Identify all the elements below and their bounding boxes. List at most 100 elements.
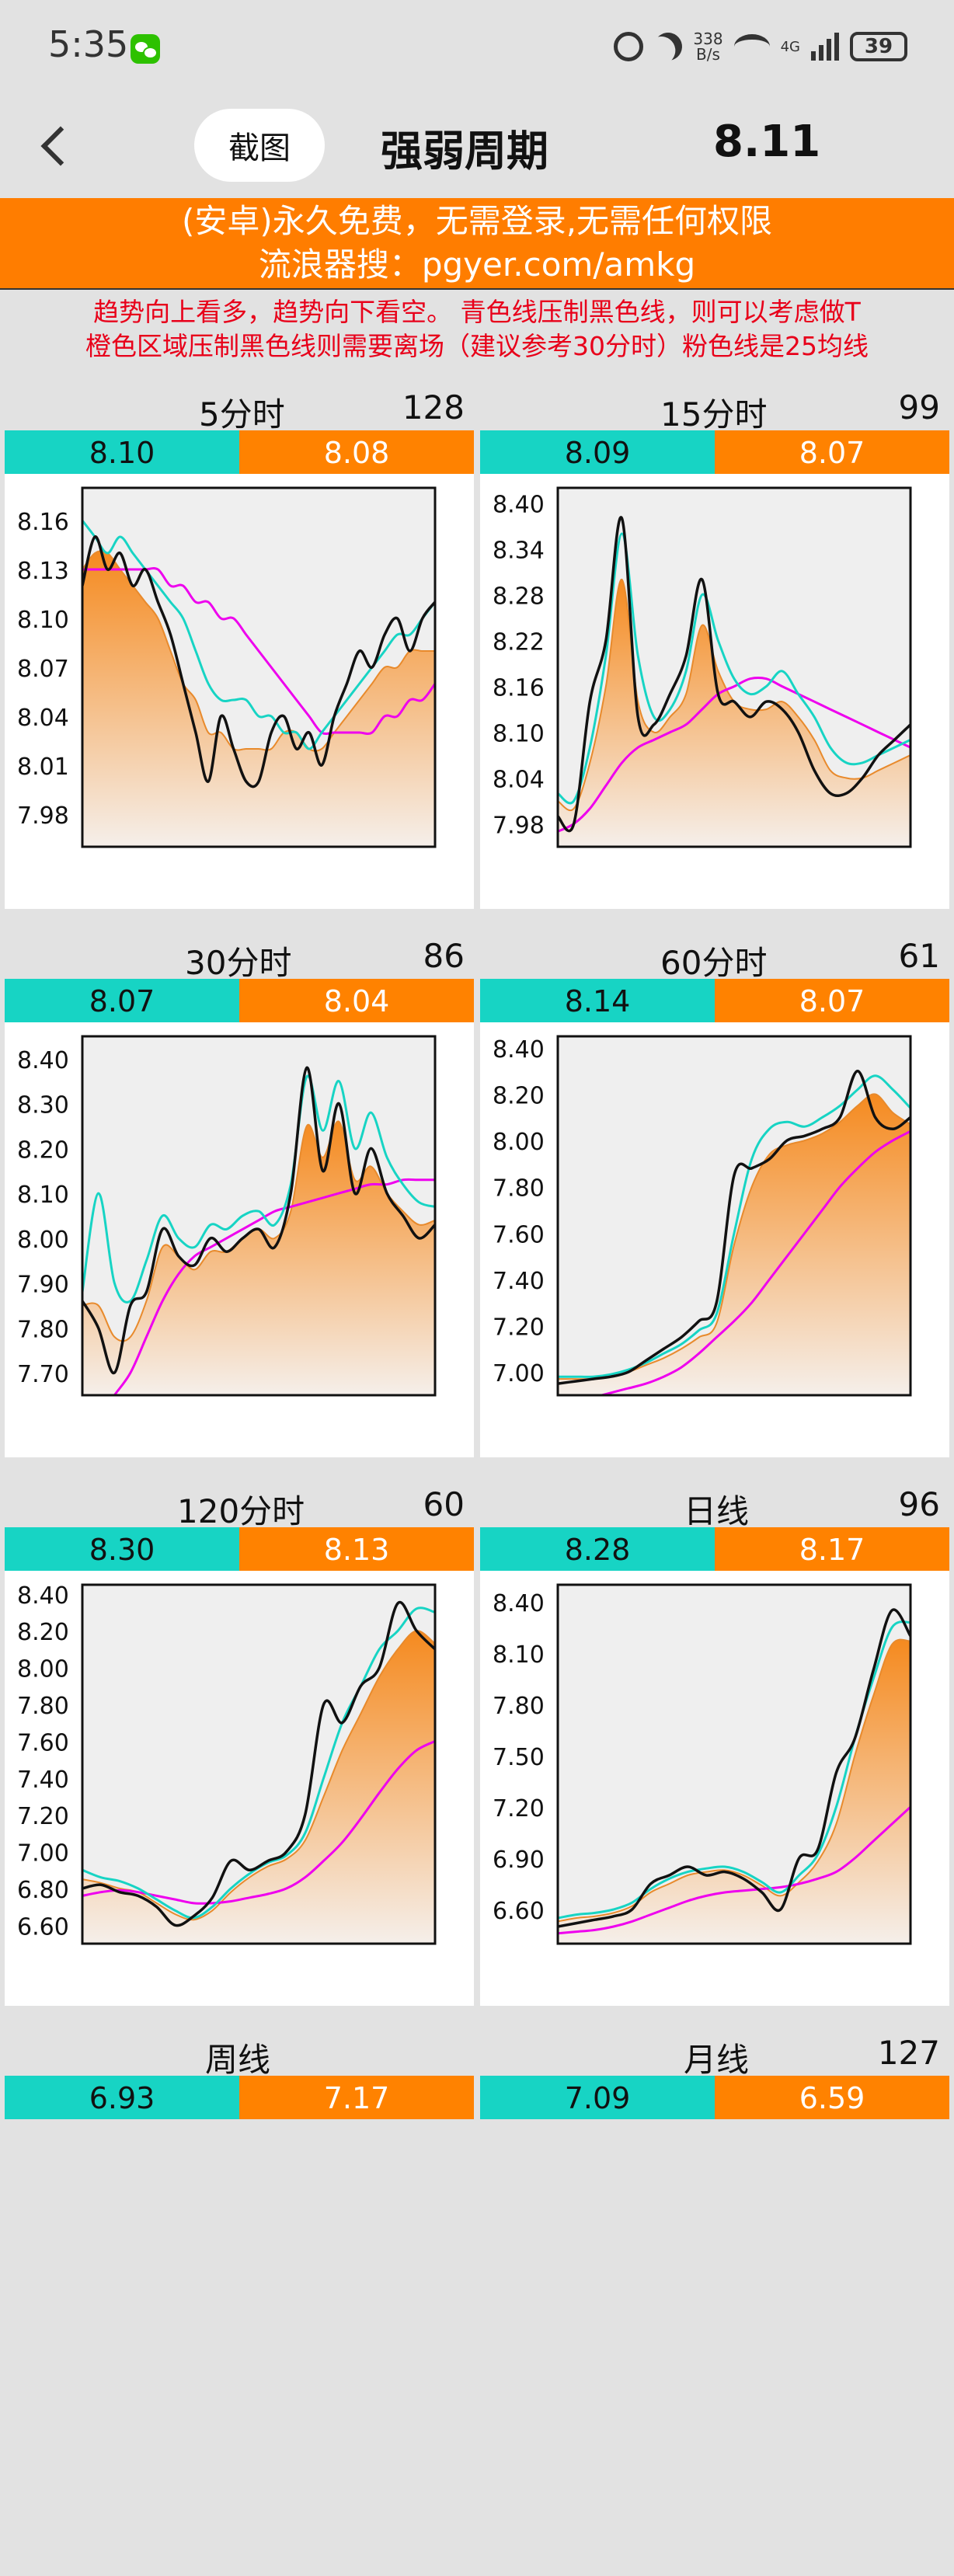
hint-line-2: 橙色区域压制黑色线则需要离场（建议参考30分时）粉色线是25均线 (85, 331, 869, 361)
hint-line-1: 趋势向上看多，趋势向下看空。 青色线压制黑色线，则可以考虑做T (93, 297, 861, 327)
y-tick-label: 7.00 (17, 1840, 69, 1868)
panel-name: 15分时 (660, 395, 768, 433)
promo-line-1: (安卓)永久免费，无需登录,无需任何权限 (181, 202, 773, 240)
cyan-line-value: 8.09 (480, 430, 715, 474)
cyan-line-series (558, 1074, 910, 1378)
screenshot-button[interactable]: 截图 (194, 109, 325, 182)
y-tick-label: 8.40 (493, 1036, 545, 1063)
plot-frame (556, 486, 912, 848)
panel-count: 61 (898, 937, 940, 975)
y-tick-label: 7.20 (17, 1803, 69, 1830)
orange-area-value: 8.13 (239, 1527, 474, 1571)
black-line-series (82, 535, 435, 788)
pink-line-series (82, 1740, 435, 1905)
pink-line-series (82, 566, 435, 736)
current-price: 8.11 (713, 117, 821, 167)
panel-name: 120分时 (177, 1492, 305, 1530)
pink-line-series (597, 1130, 910, 1395)
y-tick-label: 8.40 (493, 492, 545, 519)
orange-area-series (558, 578, 910, 847)
orange-area-value: 8.07 (715, 979, 949, 1022)
y-tick-label: 8.28 (493, 583, 545, 611)
orange-area-value: 8.04 (239, 979, 474, 1022)
status-icons: 338 B/s 4G 39 (614, 23, 907, 70)
y-tick-label: 6.90 (493, 1847, 545, 1874)
orange-area-value: 8.07 (715, 430, 949, 474)
y-tick-label: 8.04 (17, 705, 69, 732)
y-tick-label: 7.80 (493, 1693, 545, 1720)
title-bar: 截图 强弱周期 8.11 (0, 93, 954, 198)
trend-chart: 8.40 8.20 8.00 7.80 7.60 7.40 7.20 7.00 6.80 6.60 (17, 1582, 437, 1945)
y-tick-label: 7.20 (493, 1795, 545, 1822)
panel-header: 月线 127 (480, 2028, 949, 2079)
panel-count: 60 (423, 1485, 465, 1523)
back-button[interactable] (34, 126, 73, 165)
cyan-line-value: 6.93 (5, 2076, 239, 2119)
y-tick-label: 7.40 (17, 1767, 69, 1794)
do-not-disturb-icon (649, 27, 688, 65)
y-tick-label: 8.00 (17, 1227, 69, 1254)
y-tick-label: 7.90 (17, 1272, 69, 1299)
signal-icon (811, 33, 839, 61)
panel-count: 86 (423, 937, 465, 975)
y-tick-label: 8.10 (493, 1641, 545, 1669)
chart-card: 8.40 8.20 8.00 7.80 7.60 7.40 7.20 7.00 (480, 1022, 949, 1457)
chart-panel: 15分时 99 8.09 8.07 8.40 8.34 8.28 8.22 8.16 8.10 8.… (480, 382, 949, 931)
network-speed: 338 B/s (693, 31, 722, 62)
black-line-series (82, 1600, 435, 1927)
trend-chart: 8.16 8.13 8.10 8.07 8.04 8.01 7.98 (17, 486, 437, 848)
black-line-series (558, 1069, 910, 1385)
cyan-line-value: 8.30 (5, 1527, 239, 1571)
y-tick-label: 7.50 (493, 1744, 545, 1771)
chart-panel: 30分时 86 8.07 8.04 8.40 8.30 8.20 8.10 8.00 7.90 7.… (5, 931, 474, 1479)
chart-panel: 5分时 128 8.10 8.08 8.16 8.13 8.10 8.07 8.04 8.01 7.… (5, 382, 474, 931)
panel-header: 15分时 99 (480, 382, 949, 433)
plot-frame (81, 486, 437, 848)
y-tick-label: 8.00 (17, 1656, 69, 1683)
pink-line-series (558, 677, 910, 833)
y-tick-label: 8.01 (17, 754, 69, 781)
y-tick-label: 8.07 (17, 656, 69, 683)
panel-count: 127 (877, 2034, 940, 2072)
panel-name: 日线 (684, 1492, 750, 1530)
y-tick-label: 7.80 (493, 1175, 545, 1203)
panel-header: 5分时 128 (5, 382, 474, 433)
cyan-line-value: 8.28 (480, 1527, 715, 1571)
y-tick-label: 8.40 (17, 1047, 69, 1074)
panel-header: 周线 (5, 2028, 474, 2079)
page-title: 强弱周期 (381, 127, 548, 176)
cyan-line-series (558, 532, 910, 805)
hint-text: 趋势向上看多，趋势向下看空。 青色线压制黑色线，则可以考虑做T 橙色区域压制黑色… (0, 295, 954, 364)
black-line-series (558, 1608, 910, 1928)
black-line-series (558, 516, 910, 833)
orange-area-series (558, 1638, 910, 1944)
y-tick-label: 6.60 (493, 1898, 545, 1925)
y-tick-label: 8.10 (17, 1182, 69, 1209)
y-tick-label: 8.20 (17, 1137, 69, 1164)
y-tick-label: 8.30 (17, 1092, 69, 1119)
y-tick-label: 8.04 (493, 767, 545, 794)
cyan-line-series (82, 1074, 435, 1304)
panel-count: 128 (402, 388, 465, 426)
y-tick-label: 7.60 (17, 1729, 69, 1756)
chart-card: 8.40 8.34 8.28 8.22 8.16 8.10 8.04 7.98 (480, 474, 949, 909)
wechat-icon (131, 34, 160, 64)
panel-count: 96 (898, 1485, 940, 1523)
y-tick-label: 8.20 (17, 1619, 69, 1646)
status-bar: 5:35 338 B/s 4G 39 (0, 0, 954, 93)
y-tick-label: 8.10 (17, 607, 69, 634)
pink-line-series (113, 1178, 435, 1395)
chart-card: 8.40 8.30 8.20 8.10 8.00 7.90 7.80 7.70 (5, 1022, 474, 1457)
trend-chart: 8.40 8.34 8.28 8.22 8.16 8.10 8.04 7.98 (493, 486, 912, 848)
y-tick-label: 8.13 (17, 558, 69, 585)
alarm-icon (614, 32, 644, 61)
network-speed-unit: B/s (696, 45, 720, 64)
y-tick-label: 8.40 (17, 1582, 69, 1610)
y-tick-label: 8.00 (493, 1129, 545, 1156)
y-tick-label: 8.10 (493, 721, 545, 748)
plot-frame (81, 1583, 437, 1945)
orange-area-value: 6.59 (715, 2076, 949, 2119)
chart-panel: 日线 96 8.28 8.17 8.40 8.10 7.80 7.50 7.20 6.90 6.60 (480, 1479, 949, 2028)
y-tick-label: 6.60 (17, 1913, 69, 1941)
chart-card: 8.40 8.10 7.80 7.50 7.20 6.90 6.60 (480, 1571, 949, 2006)
